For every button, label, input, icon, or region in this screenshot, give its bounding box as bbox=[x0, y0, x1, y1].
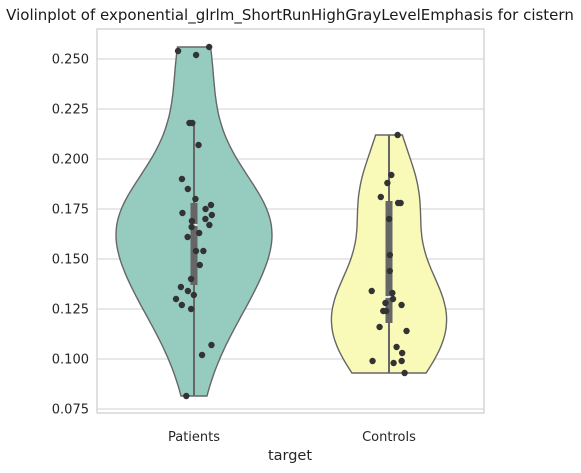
data-point bbox=[177, 283, 185, 291]
data-point bbox=[389, 289, 396, 297]
data-point bbox=[187, 305, 195, 313]
x-axis-ticks: Patients Controls bbox=[168, 430, 416, 445]
iqr-box bbox=[385, 201, 393, 323]
data-point bbox=[384, 179, 391, 187]
data-point bbox=[208, 211, 216, 219]
data-point bbox=[205, 43, 213, 51]
data-point bbox=[207, 201, 215, 209]
y-axis-ticks: 0.075 0.100 0.125 0.150 0.175 0.200 0.225 0.250 bbox=[52, 53, 89, 418]
data-point bbox=[386, 251, 394, 259]
y-tick-label: 0.175 bbox=[52, 203, 89, 218]
data-point bbox=[398, 357, 405, 365]
data-point bbox=[394, 131, 401, 139]
data-point bbox=[389, 295, 397, 303]
plot-frame bbox=[96, 28, 485, 414]
data-point bbox=[394, 199, 402, 207]
chart-title: Violinplot of exponential_glrlm_ShortRun… bbox=[6, 6, 574, 25]
data-point bbox=[196, 261, 203, 269]
data-point bbox=[202, 215, 209, 223]
data-point bbox=[188, 217, 196, 225]
strip-points bbox=[172, 43, 410, 400]
data-point bbox=[401, 369, 408, 377]
data-point bbox=[178, 175, 186, 183]
data-point bbox=[393, 343, 400, 351]
y-tick-label: 0.100 bbox=[52, 353, 89, 368]
data-point bbox=[398, 349, 406, 357]
x-axis-label: target bbox=[268, 448, 312, 464]
x-tick-label: Patients bbox=[168, 430, 220, 445]
x-tick-label: Controls bbox=[362, 430, 416, 445]
data-point bbox=[388, 171, 395, 179]
data-point bbox=[398, 301, 405, 309]
data-point bbox=[202, 205, 209, 213]
data-point bbox=[376, 323, 383, 331]
data-point bbox=[174, 47, 182, 55]
y-tick-label: 0.200 bbox=[52, 153, 89, 168]
data-point bbox=[184, 185, 192, 193]
data-point bbox=[198, 351, 206, 359]
data-point bbox=[368, 287, 375, 295]
data-point bbox=[190, 291, 198, 299]
data-point bbox=[192, 195, 199, 203]
data-point bbox=[187, 275, 195, 283]
data-point bbox=[184, 233, 191, 241]
y-tick-label: 0.150 bbox=[52, 253, 89, 268]
data-point bbox=[192, 247, 200, 255]
data-point bbox=[208, 341, 215, 349]
iqr-box bbox=[190, 203, 198, 285]
y-tick-label: 0.125 bbox=[52, 303, 89, 318]
data-point bbox=[178, 301, 186, 309]
data-point bbox=[179, 209, 186, 217]
data-point bbox=[200, 247, 207, 255]
data-point bbox=[385, 215, 393, 223]
data-point bbox=[183, 392, 190, 400]
data-point bbox=[195, 229, 203, 237]
data-point bbox=[188, 223, 195, 231]
data-point bbox=[189, 119, 196, 127]
data-point bbox=[369, 357, 376, 365]
y-tick-label: 0.075 bbox=[52, 403, 89, 418]
data-point bbox=[206, 221, 213, 229]
data-point bbox=[382, 299, 389, 307]
y-tick-label: 0.225 bbox=[52, 103, 89, 118]
data-point bbox=[192, 51, 200, 59]
data-point bbox=[390, 359, 397, 367]
data-point bbox=[184, 287, 192, 295]
data-point bbox=[383, 307, 390, 315]
data-point bbox=[172, 295, 180, 303]
data-point bbox=[403, 327, 410, 335]
y-tick-label: 0.250 bbox=[52, 53, 89, 68]
data-point bbox=[377, 193, 385, 201]
data-point bbox=[195, 141, 202, 149]
data-point bbox=[386, 267, 393, 275]
